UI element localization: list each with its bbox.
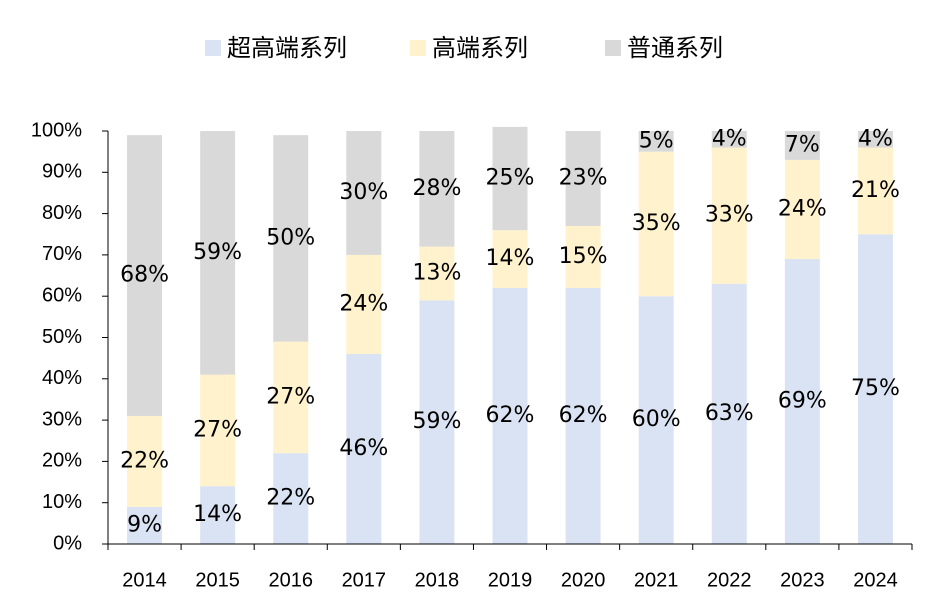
- bar-segment: [273, 453, 309, 544]
- data-label: 27%: [266, 384, 315, 409]
- bar-segment: [638, 131, 674, 152]
- data-label: 59%: [412, 409, 461, 434]
- data-label: 27%: [193, 417, 242, 442]
- data-label: 4%: [712, 126, 747, 151]
- data-label: 69%: [778, 389, 827, 414]
- bar-segment: [565, 225, 601, 288]
- bar-segment: [419, 246, 455, 301]
- bar-segment: [638, 296, 674, 544]
- x-tick-label: 2015: [195, 569, 240, 591]
- data-label: 24%: [339, 291, 388, 316]
- data-label: 59%: [193, 240, 242, 265]
- bar-segment: [711, 283, 747, 544]
- bar-segment: [200, 374, 236, 487]
- data-label: 24%: [778, 196, 827, 221]
- bar-segment: [273, 135, 309, 342]
- data-label: 22%: [120, 448, 169, 473]
- data-label: 28%: [412, 176, 461, 201]
- x-tick-label: 2023: [780, 569, 825, 591]
- bar-segment: [492, 126, 528, 231]
- legend-swatch: [410, 40, 426, 56]
- data-label: 62%: [486, 403, 535, 428]
- data-label: 63%: [705, 401, 754, 426]
- data-label: 14%: [486, 246, 535, 271]
- bar-segment: [273, 341, 309, 454]
- bar-segment: [127, 135, 163, 416]
- data-label: 9%: [127, 512, 162, 537]
- bar-segment: [200, 131, 236, 375]
- data-label: 30%: [339, 180, 388, 205]
- data-label: 14%: [193, 502, 242, 527]
- data-label: 25%: [486, 165, 535, 190]
- bar-segment: [711, 147, 747, 284]
- legend-label: 高端系列: [432, 34, 528, 62]
- data-label: 13%: [412, 260, 461, 285]
- bar-segment: [565, 287, 601, 544]
- data-label: 68%: [120, 263, 169, 288]
- y-tick-label: 10%: [42, 491, 82, 513]
- bar-segment: [857, 131, 893, 148]
- bar-segment: [784, 131, 820, 160]
- data-label: 7%: [785, 132, 820, 157]
- x-tick-label: 2017: [342, 569, 387, 591]
- data-label: 15%: [559, 244, 608, 269]
- x-tick-label: 2016: [268, 569, 313, 591]
- bar-segment: [346, 254, 382, 355]
- data-label: 35%: [632, 211, 681, 236]
- y-tick-label: 90%: [42, 161, 82, 183]
- x-tick-label: 2022: [707, 569, 752, 591]
- y-tick-label: 80%: [42, 202, 82, 224]
- bar-segment: [784, 159, 820, 260]
- y-tick-label: 20%: [42, 450, 82, 472]
- y-tick-label: 100%: [31, 119, 82, 141]
- y-tick-label: 70%: [42, 243, 82, 265]
- y-tick-label: 60%: [42, 284, 82, 306]
- bar-segment: [565, 131, 601, 226]
- data-label: 60%: [632, 407, 681, 432]
- bar-segment: [492, 230, 528, 288]
- x-tick-label: 2021: [634, 569, 679, 591]
- data-label: 50%: [266, 225, 315, 250]
- bar-segment: [784, 259, 820, 544]
- data-label: 5%: [639, 128, 674, 153]
- y-tick-label: 40%: [42, 367, 82, 389]
- bar-segment: [857, 147, 893, 235]
- data-label: 22%: [266, 486, 315, 511]
- bar-segment: [127, 415, 163, 507]
- y-tick-label: 50%: [42, 326, 82, 348]
- y-tick-label: 0%: [53, 532, 82, 554]
- bar-segment: [200, 486, 236, 544]
- bar-segment: [492, 287, 528, 544]
- x-tick-label: 2024: [853, 569, 898, 591]
- y-tick-label: 30%: [42, 408, 82, 430]
- x-tick-label: 2014: [122, 569, 167, 591]
- bar-segment: [419, 300, 455, 544]
- data-label: 21%: [851, 178, 900, 203]
- data-label: 62%: [559, 403, 608, 428]
- bar-segment: [346, 354, 382, 544]
- legend-label: 超高端系列: [227, 34, 347, 62]
- bar-segment: [127, 506, 163, 544]
- bar-segment: [419, 131, 455, 247]
- legend-swatch: [205, 40, 221, 56]
- x-tick-label: 2019: [488, 569, 533, 591]
- legend-swatch: [605, 40, 621, 56]
- x-tick-label: 2020: [561, 569, 606, 591]
- x-tick-label: 2018: [415, 569, 460, 591]
- legend-label: 普通系列: [627, 34, 723, 62]
- data-label: 75%: [851, 376, 900, 401]
- data-label: 23%: [559, 165, 608, 190]
- bar-segment: [711, 131, 747, 148]
- data-label: 33%: [705, 203, 754, 228]
- bar-segment: [638, 151, 674, 297]
- bar-segment: [346, 131, 382, 255]
- data-label: 4%: [858, 126, 893, 151]
- data-label: 46%: [339, 436, 388, 461]
- bar-segment: [857, 234, 893, 544]
